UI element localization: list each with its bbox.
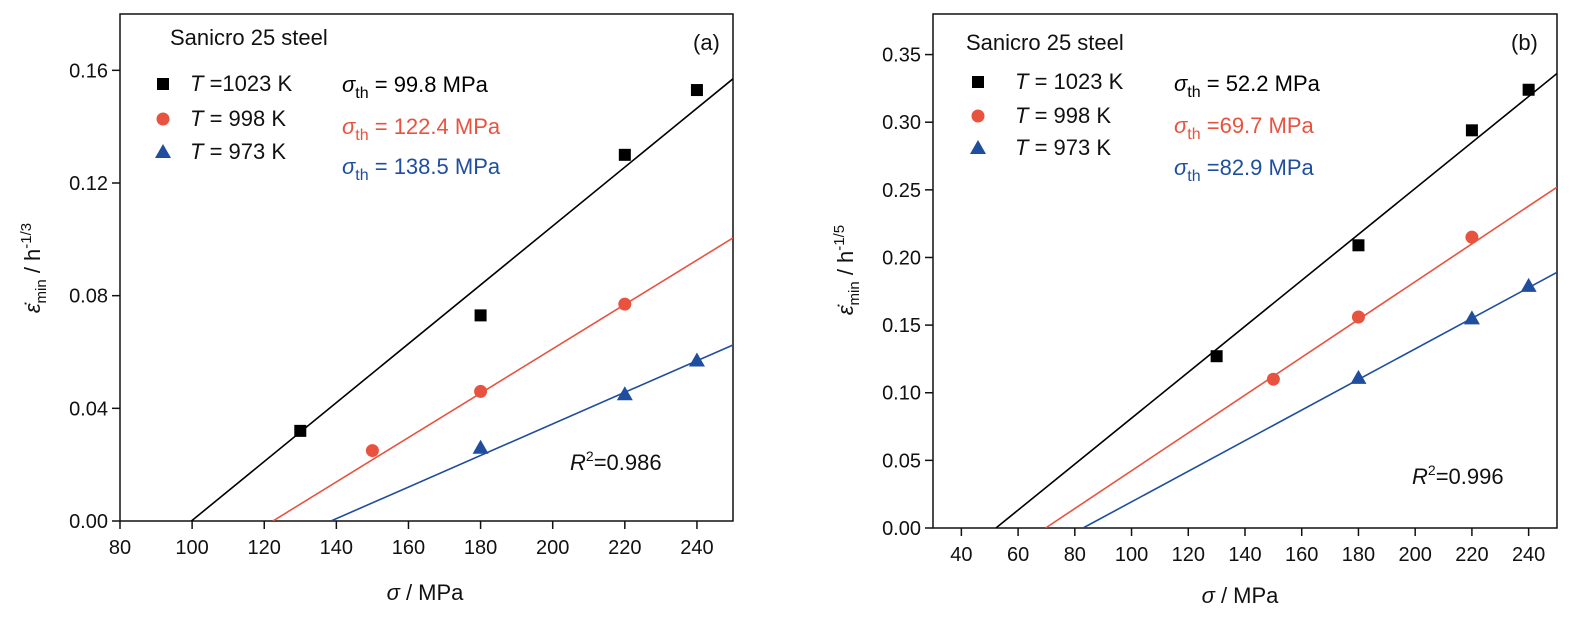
data-point-square	[294, 424, 307, 437]
x-tick-label: 140	[1228, 544, 1261, 566]
panel-label: (a)	[693, 30, 720, 55]
x-axis-label: σ / MPa	[1202, 583, 1280, 608]
data-point-square	[618, 148, 631, 161]
data-point-triangle	[688, 352, 705, 367]
fit-lines	[995, 72, 1557, 528]
x-tick-label: 220	[608, 537, 641, 559]
y-tick-label: 0.08	[69, 286, 108, 308]
data-point-triangle	[472, 439, 489, 454]
x-tick-label: 80	[1064, 544, 1086, 566]
y-tick-label: 0.00	[69, 511, 108, 533]
plot-frame	[119, 13, 734, 522]
chart-panel-b: 40 60 80 100 120 140 160 180 200 220 240 0.00 0.05 0.…	[831, 13, 1558, 608]
r-squared-label: R2=0.996	[1412, 462, 1504, 489]
x-tick-label: 100	[1115, 544, 1148, 566]
y-tick-label: 0.15	[882, 315, 921, 337]
x-tick-label: 240	[680, 537, 713, 559]
legend-entry: T = 998 K	[1015, 103, 1111, 128]
fit-lines	[190, 78, 733, 521]
y-tick-label: 0.35	[882, 45, 921, 67]
data-point-circle	[1465, 230, 1479, 244]
x-axis-label: σ / MPa	[387, 580, 465, 605]
data-point-circle	[1266, 372, 1280, 386]
data-point-square	[1352, 239, 1365, 252]
x-tick-label: 180	[1342, 544, 1375, 566]
fit-line-triangle	[330, 344, 733, 521]
threshold-label: σth = 52.2 MPa	[1174, 71, 1321, 101]
x-tick-label: 80	[109, 537, 131, 559]
fit-line-circle	[272, 237, 733, 521]
legend-entry: T = 973 K	[190, 139, 286, 164]
material-label: Sanicro 25 steel	[170, 25, 328, 50]
x-tick-label: 240	[1512, 544, 1545, 566]
threshold-label: σth = 99.8 MPa	[342, 72, 489, 102]
data-point-square	[690, 84, 703, 97]
x-tick-label: 100	[175, 537, 208, 559]
fit-line-square	[190, 78, 733, 521]
fit-line-square	[995, 72, 1557, 528]
data-point-circle	[618, 297, 632, 311]
chart-panel-a: 80 100 120 140 160 180 200 220 240 0.00 0.04 0.08 0.…	[18, 13, 734, 605]
y-tick-label: 0.05	[882, 450, 921, 472]
legend-marker-triangle	[155, 144, 171, 158]
threshold-label: σth =82.9 MPa	[1174, 155, 1315, 185]
data-point-triangle	[616, 386, 633, 401]
threshold-label: σth = 138.5 MPa	[342, 154, 501, 184]
data-point-triangle	[1463, 310, 1480, 325]
x-tick-label: 120	[248, 537, 281, 559]
fit-line-circle	[1045, 186, 1557, 528]
x-tick-label: 180	[464, 537, 497, 559]
r-squared-label: R2=0.986	[570, 448, 662, 475]
y-tick-label: 0.00	[882, 518, 921, 540]
threshold-label: σth =69.7 MPa	[1174, 113, 1315, 143]
legend-entry: T = 1023 K	[1015, 69, 1124, 94]
y-tick-label: 0.04	[69, 398, 108, 420]
y-tick-label: 0.16	[69, 60, 108, 82]
panel-label: (b)	[1511, 30, 1538, 55]
threshold-label: σth = 122.4 MPa	[342, 114, 501, 144]
x-tick-label: 40	[950, 544, 972, 566]
x-tick-label: 120	[1172, 544, 1205, 566]
legend-entry: T = 973 K	[1015, 135, 1111, 160]
data-point-triangle	[1350, 369, 1367, 384]
legend-marker-triangle	[970, 140, 986, 154]
x-tick-label: 140	[320, 537, 353, 559]
data-point-square	[474, 309, 487, 322]
legend-marker-circle	[971, 109, 985, 123]
legend-marker-square	[972, 76, 984, 88]
material-label: Sanicro 25 steel	[966, 30, 1124, 55]
data-point-triangle	[1520, 277, 1537, 292]
x-tick-label: 160	[392, 537, 425, 559]
legend-entry: T = 998 K	[190, 106, 286, 131]
data-point-square	[1465, 124, 1478, 137]
x-tick-label: 200	[1398, 544, 1431, 566]
y-tick-label: 0.25	[882, 180, 921, 202]
data-point-square	[1210, 350, 1223, 363]
y-tick-label: 0.12	[69, 173, 108, 195]
legend-entry: T =1023 K	[190, 71, 292, 96]
y-tick-label: 0.10	[882, 383, 921, 405]
y-tick-label: 0.30	[882, 112, 921, 134]
x-tick-label: 220	[1455, 544, 1488, 566]
y-tick-label: 0.20	[882, 247, 921, 269]
legend-marker-square	[157, 78, 169, 90]
x-tick-label: 60	[1007, 544, 1029, 566]
data-point-square	[1522, 83, 1535, 96]
fit-line-triangle	[1082, 271, 1557, 528]
data-point-circle	[1351, 310, 1365, 324]
x-tick-label: 200	[536, 537, 569, 559]
data-point-circle	[474, 384, 488, 398]
data-point-circle	[365, 444, 379, 458]
y-axis-label: ε̇min / h-1/5	[831, 225, 863, 315]
legend-marker-circle	[156, 112, 170, 126]
y-axis-label: ε̇min / h-1/3	[18, 223, 50, 313]
x-tick-label: 160	[1285, 544, 1318, 566]
